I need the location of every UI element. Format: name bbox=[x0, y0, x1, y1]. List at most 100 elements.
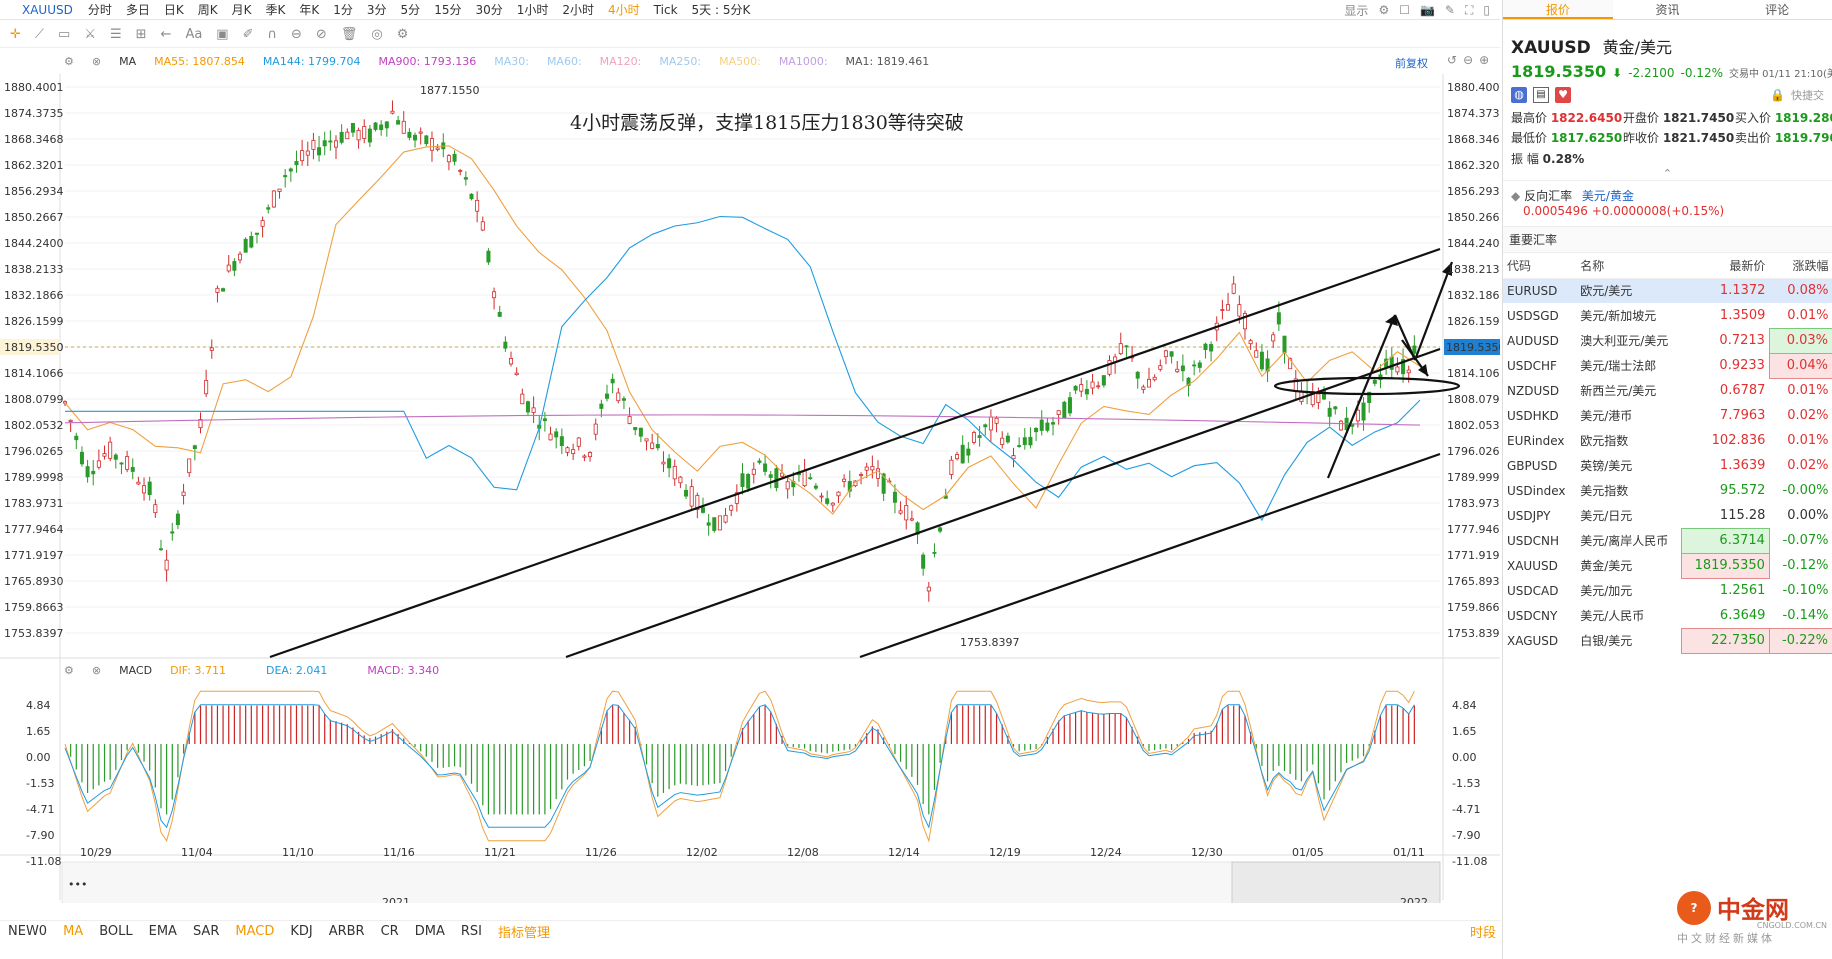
table-header[interactable]: 最新价 bbox=[1681, 253, 1770, 279]
table-header[interactable]: 涨跌幅 bbox=[1769, 253, 1832, 279]
table-row[interactable]: USDindex 美元指数 95.572 -0.00% bbox=[1503, 478, 1832, 503]
table-row[interactable]: GBPUSD 英镑/美元 1.3639 0.02% bbox=[1503, 453, 1832, 478]
comment-tool-icon[interactable]: ▣ bbox=[216, 27, 229, 42]
panel-tab-1[interactable]: 资讯 bbox=[1655, 3, 1680, 17]
hide-tool-icon[interactable]: ⊘ bbox=[315, 27, 327, 42]
timeframe-button[interactable]: 时段 bbox=[1470, 926, 1497, 941]
timeframe-14[interactable]: 4小时 bbox=[608, 3, 640, 17]
timeframe-9[interactable]: 5分 bbox=[400, 3, 421, 17]
table-row[interactable]: USDSGD 美元/新加坡元 1.3509 0.01% bbox=[1503, 303, 1832, 328]
table-row[interactable]: NZDUSD 新西兰元/美元 0.6787 0.01% bbox=[1503, 378, 1832, 403]
table-row[interactable]: XAUUSD 黄金/美元 1819.5350 -0.12% bbox=[1503, 552, 1832, 579]
macd-legend-items: DIF: 3.711 DEA: 2.041 MACD: 3.340 bbox=[170, 664, 439, 677]
settings-icon[interactable]: ⚙ bbox=[1378, 3, 1390, 17]
table-row[interactable]: USDCAD 美元/加元 1.2561 -0.10% bbox=[1503, 578, 1832, 603]
table-row[interactable]: AUDUSD 澳大利亚元/美元 0.7213 0.03% bbox=[1503, 327, 1832, 354]
checkbox-icon[interactable]: ☐ bbox=[1399, 3, 1410, 17]
indicator-boll[interactable]: BOLL bbox=[99, 924, 133, 939]
eye-tool-icon[interactable]: ◎ bbox=[371, 27, 383, 42]
indicator-rsi[interactable]: RSI bbox=[460, 924, 482, 939]
indicator-kdj[interactable]: KDJ bbox=[290, 924, 313, 939]
date-tick: 01/05 bbox=[1292, 846, 1324, 859]
timeframe-13[interactable]: 2小时 bbox=[562, 3, 595, 17]
table-row[interactable]: XAGUSD 白银/美元 22.7350 -0.22% bbox=[1503, 627, 1832, 654]
line-tool-icon[interactable]: ⟋ bbox=[34, 27, 45, 42]
table-header[interactable]: 名称 bbox=[1576, 253, 1682, 279]
timeframe-6[interactable]: 年K bbox=[299, 3, 320, 17]
pencil-tool-icon[interactable]: ✐ bbox=[242, 27, 254, 42]
table-row[interactable]: USDCNY 美元/人民币 6.3649 -0.14% bbox=[1503, 603, 1832, 628]
ma-settings-icon[interactable]: ⚙ bbox=[64, 55, 74, 68]
indicator-arbr[interactable]: ARBR bbox=[328, 924, 365, 939]
lock-icon[interactable]: 🔒 bbox=[1770, 88, 1785, 102]
crosshair-icon[interactable]: ✛ bbox=[10, 27, 21, 42]
table-row[interactable]: EURUSD 欧元/美元 1.1372 0.08% bbox=[1503, 278, 1832, 303]
quick-trade-button[interactable]: 快捷交 bbox=[1791, 89, 1824, 102]
camera-icon[interactable]: 📷 bbox=[1419, 3, 1435, 17]
candle-body bbox=[1406, 369, 1411, 374]
indicator-ema[interactable]: EMA bbox=[148, 924, 177, 939]
candle-body bbox=[678, 476, 683, 484]
macd-close-icon[interactable]: ⊗ bbox=[91, 664, 102, 677]
arrow-tool-icon[interactable]: ← bbox=[160, 27, 172, 42]
gear-tool-icon[interactable]: ⚙ bbox=[396, 27, 409, 42]
fib-tool-icon[interactable]: ☰ bbox=[109, 27, 122, 42]
timeframe-5[interactable]: 季K bbox=[265, 3, 286, 17]
timeframe-10[interactable]: 15分 bbox=[434, 3, 462, 17]
fork-tool-icon[interactable]: ⚔ bbox=[84, 27, 96, 42]
table-row[interactable]: USDCHF 美元/瑞士法郎 0.9233 0.04% bbox=[1503, 352, 1832, 379]
lock-tool-icon[interactable]: ⊖ bbox=[291, 27, 302, 42]
panel-icon[interactable]: ▯ bbox=[1483, 3, 1490, 17]
high-label: 1877.1550 bbox=[420, 84, 480, 97]
table-header[interactable]: 代码 bbox=[1503, 253, 1577, 279]
minimize-icon[interactable]: ⊖ bbox=[1463, 53, 1474, 67]
delete-tool-icon[interactable]: 🗑 bbox=[340, 27, 358, 42]
globe-icon[interactable]: ◍ bbox=[1511, 87, 1527, 103]
timeframe-15[interactable]: Tick bbox=[653, 2, 678, 17]
fullscreen-icon[interactable]: ⛶ bbox=[1464, 2, 1474, 17]
symbol-selector[interactable]: XAUUSD bbox=[22, 2, 73, 17]
timeframe-4[interactable]: 月K bbox=[231, 3, 252, 17]
price-chart[interactable]: 4.84 4.84 1.65 1.65 0.00 0.00 -1.53 -1.53 -4.71 -… bbox=[0, 48, 1500, 903]
timeframe-11[interactable]: 30分 bbox=[475, 3, 503, 17]
collapse-icon[interactable]: ⌃ bbox=[1662, 167, 1673, 180]
price-tick-left: 1838.2133 bbox=[4, 263, 64, 276]
table-row[interactable]: USDJPY 美元/日元 115.28 0.00% bbox=[1503, 503, 1832, 528]
indicator-new0[interactable]: NEW0 bbox=[8, 924, 48, 939]
indicator-sar[interactable]: SAR bbox=[192, 924, 220, 939]
adjust-label[interactable]: 前复权 bbox=[1395, 57, 1428, 70]
indicator-manage-button[interactable]: 指标管理 bbox=[497, 926, 550, 941]
favorite-icon[interactable]: ♥ bbox=[1555, 87, 1571, 103]
undo-icon[interactable]: ↺ bbox=[1447, 53, 1458, 67]
timeframe-0[interactable]: 分时 bbox=[87, 3, 112, 17]
maximize-icon[interactable]: ⊕ bbox=[1479, 53, 1490, 67]
panel-tab-0[interactable]: 报价 bbox=[1503, 0, 1613, 19]
timeframe-12[interactable]: 1小时 bbox=[516, 3, 549, 17]
timeframe-8[interactable]: 3分 bbox=[366, 3, 387, 17]
text-tool-icon[interactable]: Aa bbox=[185, 27, 203, 42]
ma-close-icon[interactable]: ⊗ bbox=[91, 55, 102, 68]
measure-tool-icon[interactable]: ⊞ bbox=[135, 27, 147, 42]
indicator-dma[interactable]: DMA bbox=[414, 924, 445, 939]
timeframe-7[interactable]: 1分 bbox=[333, 3, 353, 17]
reverse-pair[interactable]: 美元/黄金 bbox=[1581, 189, 1634, 203]
table-row[interactable]: USDHKD 美元/港币 7.7963 0.02% bbox=[1503, 403, 1832, 428]
timeframe-2[interactable]: 日K bbox=[163, 3, 184, 17]
magnet-tool-icon[interactable]: ∩ bbox=[267, 27, 278, 42]
table-row[interactable]: EURindex 欧元指数 102.836 0.01% bbox=[1503, 428, 1832, 453]
current-price-tag bbox=[1444, 339, 1500, 355]
panel-tab-2[interactable]: 评论 bbox=[1765, 3, 1790, 17]
indicator-ma[interactable]: MA bbox=[63, 924, 84, 939]
indicator-macd[interactable]: MACD bbox=[235, 924, 275, 939]
timeframe-1[interactable]: 多日 bbox=[125, 3, 150, 17]
candle-body bbox=[1203, 343, 1208, 351]
pen-icon[interactable]: ✎ bbox=[1444, 3, 1455, 17]
display-menu[interactable]: 显示 bbox=[1344, 3, 1369, 18]
timeframe-16[interactable]: 5天 : 5分K bbox=[691, 3, 751, 17]
indicator-cr[interactable]: CR bbox=[380, 924, 399, 939]
table-row[interactable]: USDCNH 美元/离岸人民币 6.3714 -0.07% bbox=[1503, 527, 1832, 554]
timeframe-3[interactable]: 周K bbox=[197, 3, 218, 17]
macd-settings-icon[interactable]: ⚙ bbox=[64, 664, 74, 677]
rect-tool-icon[interactable]: ▭ bbox=[58, 27, 71, 42]
note-icon[interactable]: ▤ bbox=[1533, 87, 1549, 103]
